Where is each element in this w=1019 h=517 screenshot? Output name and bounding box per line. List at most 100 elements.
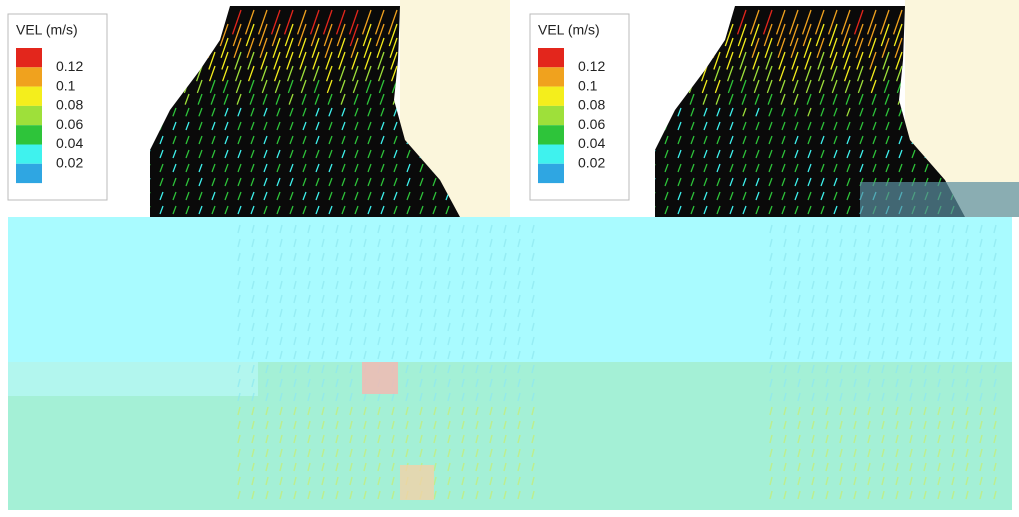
arrow — [789, 23, 799, 47]
ghost-arrow — [475, 406, 479, 416]
ghost-arrow — [363, 336, 367, 346]
ghost-arrow — [811, 392, 815, 402]
ghost-arrow — [447, 434, 451, 444]
arrow — [380, 121, 385, 131]
ghost-arrow — [461, 336, 465, 346]
ghost-arrow — [937, 280, 941, 290]
arrow — [263, 163, 268, 173]
ghost-arrow — [895, 280, 899, 290]
arrow — [287, 79, 294, 94]
arrow — [754, 93, 760, 105]
ghost-arrow — [825, 336, 829, 346]
ghost-arrow — [909, 238, 913, 248]
arrow — [315, 191, 320, 201]
ghost-arrow — [853, 308, 857, 318]
arrow — [677, 191, 682, 201]
arrow — [742, 191, 747, 201]
ghost-arrow — [321, 322, 325, 332]
arrow — [315, 135, 320, 145]
arrow — [310, 23, 320, 47]
ghost-arrow — [839, 266, 843, 276]
arrow — [231, 9, 242, 35]
ghost-arrow — [937, 252, 941, 262]
arrow — [362, 23, 372, 47]
arrow — [250, 205, 255, 215]
ghost-arrow — [951, 308, 955, 318]
ghost-arrow — [531, 280, 535, 290]
ghost-arrow — [349, 238, 353, 248]
ghost-arrow — [909, 364, 913, 374]
arrow — [833, 121, 838, 131]
ghost-arrow — [475, 378, 479, 388]
ghost-arrow — [349, 476, 353, 486]
arrow — [729, 121, 734, 131]
ghost-arrow — [909, 420, 913, 430]
ghost-arrow — [377, 252, 381, 262]
ghost-arrow — [377, 322, 381, 332]
arrow — [751, 37, 760, 58]
ghost-arrow — [769, 322, 773, 332]
ghost-arrow — [895, 378, 899, 388]
arrow — [768, 205, 773, 215]
arrow — [716, 163, 721, 173]
ghost-arrow — [881, 322, 885, 332]
ghost-arrow — [951, 336, 955, 346]
arrow — [185, 121, 190, 131]
ghost-arrow — [797, 434, 801, 444]
ghost-arrow — [251, 322, 255, 332]
ghost-arrow — [475, 322, 479, 332]
ghost-arrow — [321, 350, 325, 360]
ghost-arrow — [853, 406, 857, 416]
ghost-arrow — [405, 294, 409, 304]
ghost-arrow — [419, 252, 423, 262]
ghost-arrow — [811, 280, 815, 290]
ghost-arrow — [895, 238, 899, 248]
ghost-arrow — [783, 490, 787, 500]
arrow — [388, 23, 398, 47]
ghost-arrow — [965, 224, 969, 234]
arrow — [339, 79, 346, 94]
ghost-arrow — [447, 490, 451, 500]
ghost-arrow — [265, 476, 269, 486]
ghost-arrow — [531, 434, 535, 444]
ghost-arrow — [825, 406, 829, 416]
ghost-arrow — [503, 378, 507, 388]
ghost-arrow — [825, 462, 829, 472]
ghost-arrow — [335, 336, 339, 346]
arrow — [289, 121, 294, 131]
ghost-arrow — [993, 336, 997, 346]
arrow — [911, 149, 916, 159]
legend-swatch — [538, 125, 564, 145]
ghost-arrow — [461, 490, 465, 500]
arrow — [716, 107, 721, 117]
ghost-arrow — [909, 378, 913, 388]
arrow — [868, 37, 877, 58]
arrow — [364, 65, 372, 82]
ghost-arrow — [881, 294, 885, 304]
ghost-arrow — [881, 350, 885, 360]
arrow — [755, 121, 760, 131]
arrow — [764, 37, 773, 58]
ghost-arrow — [895, 406, 899, 416]
ghost-arrow — [881, 448, 885, 458]
ghost-arrow — [853, 392, 857, 402]
ghost-arrow — [531, 224, 535, 234]
ghost-arrow — [853, 238, 857, 248]
arrow — [276, 177, 281, 187]
ghost-arrow — [489, 336, 493, 346]
arrow — [354, 135, 359, 145]
ghost-arrow — [237, 448, 241, 458]
arrow — [250, 191, 255, 201]
ghost-arrow — [797, 420, 801, 430]
ghost-arrow — [433, 280, 437, 290]
ghost-arrow — [853, 252, 857, 262]
ghost-arrow — [769, 462, 773, 472]
arrow — [819, 93, 825, 105]
arrow — [393, 205, 398, 215]
ghost-arrow — [825, 392, 829, 402]
ghost-arrow — [965, 364, 969, 374]
ghost-arrow — [461, 294, 465, 304]
arrow — [327, 93, 333, 105]
arrow — [817, 65, 825, 82]
